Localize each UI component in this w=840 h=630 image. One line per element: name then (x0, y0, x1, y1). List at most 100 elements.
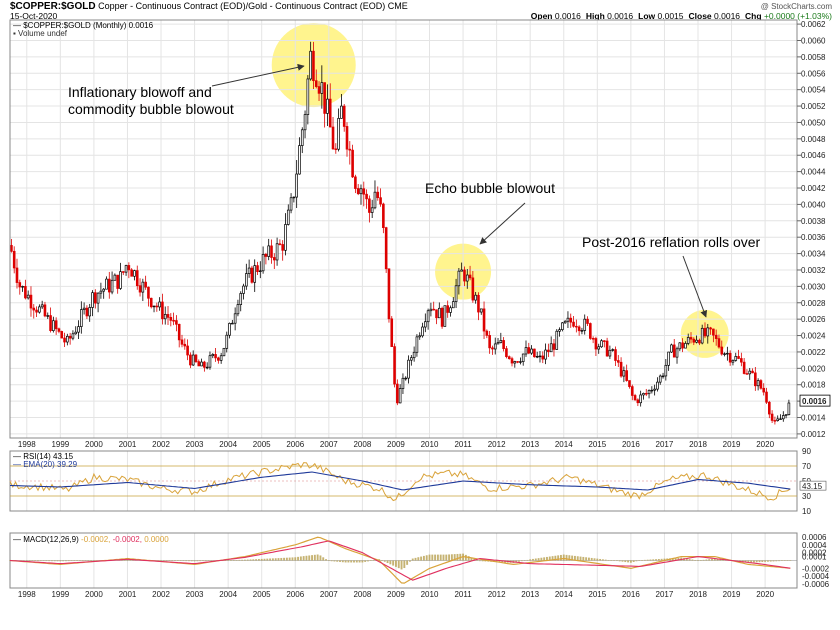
candle (356, 188, 360, 195)
candle (779, 418, 782, 420)
candle (147, 286, 150, 299)
candle (326, 98, 329, 114)
candle (692, 338, 696, 343)
price-tick-0.0048: 0.0048 (801, 135, 826, 144)
price-tick-0.0062: 0.0062 (801, 20, 826, 29)
macd-histogram-bar (579, 556, 582, 561)
macd-histogram-bar (246, 559, 249, 561)
indicator-lines (9, 462, 797, 584)
macd-legend-name: — MACD(12,26,9) (13, 535, 81, 544)
price-tick-0.0058: 0.0058 (801, 53, 826, 62)
candle (768, 401, 771, 415)
macd-histogram-bar (243, 559, 246, 561)
candle (348, 148, 352, 151)
macd-histogram-bar (308, 555, 311, 561)
candle (398, 388, 402, 404)
candle (144, 281, 147, 288)
macd-histogram-bar (434, 554, 437, 561)
year-tick-bottom-2008: 2008 (353, 590, 371, 599)
candle (250, 267, 254, 283)
macd-histogram-bar (70, 560, 73, 562)
macd-histogram-bar (674, 557, 677, 561)
annotation-post2016: Post-2016 reflation rolls over (582, 234, 761, 250)
ohlc-value-close: 0.0016 (711, 11, 741, 21)
macd-histogram-bar (87, 560, 90, 561)
macd-histogram-bar (604, 559, 607, 561)
macd-histogram-bar (671, 558, 674, 561)
candle (270, 245, 273, 258)
candle (734, 356, 738, 361)
macd-histogram-bar (56, 560, 59, 562)
candle (141, 281, 145, 293)
candle (530, 348, 533, 354)
year-tick-top-2016: 2016 (622, 440, 640, 449)
macd-histogram-bar (649, 559, 652, 561)
candle (575, 325, 578, 328)
macd-histogram-bar (786, 560, 789, 561)
macd-histogram-bar (238, 559, 241, 561)
candle (686, 337, 690, 344)
macd-histogram-bar (408, 560, 411, 562)
candle (152, 305, 156, 308)
year-tick-top-2001: 2001 (119, 440, 137, 449)
ema-line (9, 471, 791, 491)
macd-histogram-bar (305, 555, 308, 561)
macd-histogram-bar (67, 560, 70, 562)
candle (359, 188, 363, 195)
candle (591, 338, 595, 340)
candle (762, 387, 766, 393)
macd-histogram-bar (624, 560, 627, 563)
macd-histogram-bar (280, 557, 283, 561)
candle (135, 270, 139, 287)
macd-histogram-bar (171, 560, 174, 561)
macd-legend-v3: 0.0000 (144, 535, 169, 544)
macd-histogram-bar (448, 554, 451, 561)
macd-histogram-bar (526, 559, 529, 561)
price-tick-0.0018: 0.0018 (801, 381, 826, 390)
year-tick-bottom-2019: 2019 (723, 590, 741, 599)
year-tick-bottom-2002: 2002 (152, 590, 170, 599)
candle (611, 349, 614, 351)
macd-histogram-bar (593, 558, 596, 561)
year-tick-bottom-2001: 2001 (119, 590, 137, 599)
candle (66, 335, 69, 343)
macd-histogram-bar (436, 554, 439, 561)
candle (628, 380, 631, 387)
price-tick-0.0032: 0.0032 (801, 266, 826, 275)
candle (479, 308, 483, 313)
candle (636, 399, 640, 404)
candle (751, 370, 754, 374)
macd-histogram-bar (260, 558, 263, 561)
candle (781, 415, 785, 420)
macd-histogram-bar (59, 560, 62, 562)
macd-histogram-bar (271, 558, 274, 561)
year-tick-bottom-1998: 1998 (18, 590, 36, 599)
macd-histogram-bar (123, 559, 126, 561)
macd-histogram-bar (235, 559, 238, 561)
macd-histogram-bar (691, 559, 694, 561)
candle (410, 357, 413, 361)
candle (337, 117, 340, 150)
macd-histogram-bar (358, 560, 361, 563)
candle (10, 245, 13, 252)
price-tick-0.0036: 0.0036 (801, 233, 826, 242)
candle (759, 380, 763, 389)
candle (186, 345, 189, 356)
price-tick-0.0022: 0.0022 (801, 348, 826, 357)
candle (35, 309, 38, 313)
candle (485, 330, 489, 336)
candle (745, 373, 749, 375)
candle (60, 331, 64, 339)
candle (110, 279, 114, 293)
macd-histogram-bar (179, 560, 182, 561)
candle (203, 361, 206, 368)
macd-tick-0.0001: 0.0001 (802, 553, 827, 562)
year-tick-top-2010: 2010 (421, 440, 439, 449)
candle (113, 274, 117, 281)
candle (619, 361, 623, 377)
macd-histogram-bar (394, 560, 397, 567)
candle (163, 314, 167, 320)
macd-histogram-bar (783, 560, 786, 561)
arrow-post2016 (682, 255, 708, 318)
macd-histogram-bar (126, 559, 129, 561)
